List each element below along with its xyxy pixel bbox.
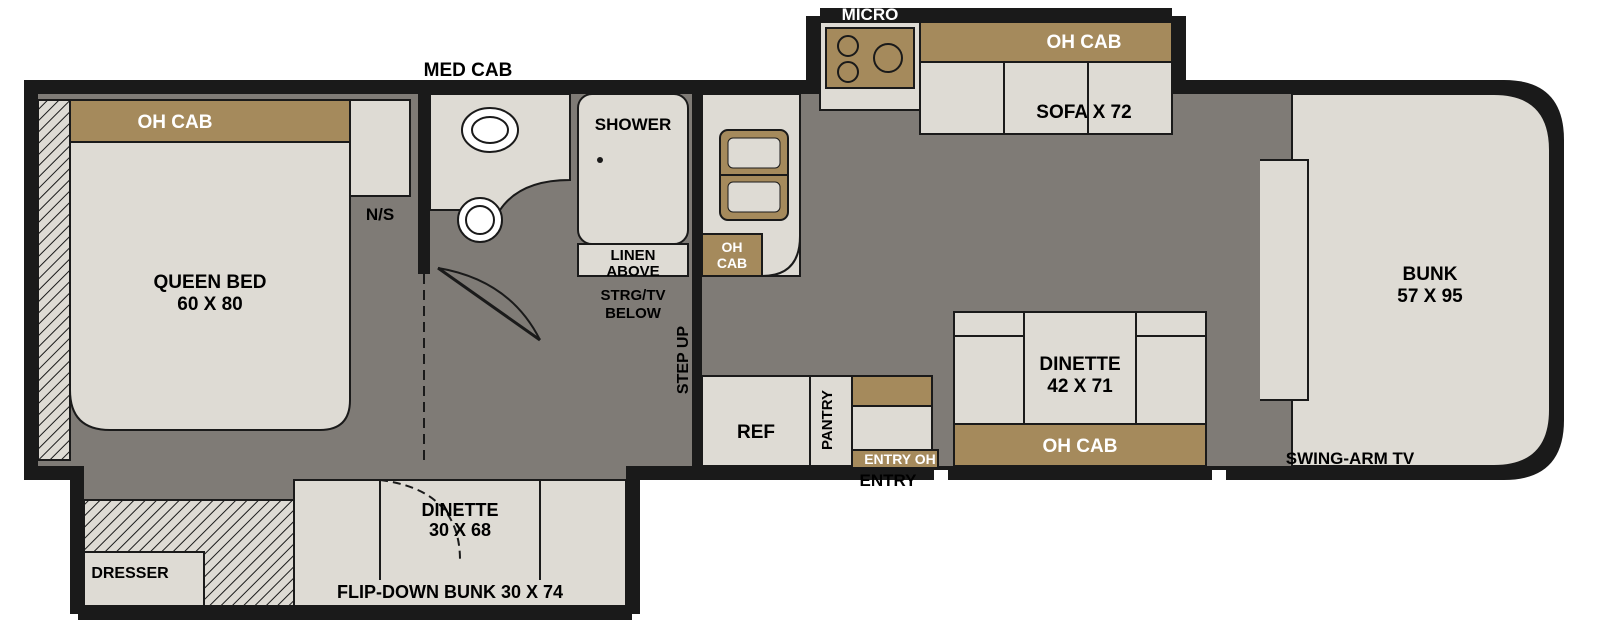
rv-floorplan: OH CAB QUEEN BED 60 X 80 N/S MED CAB SHO…: [0, 0, 1600, 633]
toilet: [462, 108, 518, 152]
refrigerator: [702, 376, 810, 466]
entry-label: ENTRY: [860, 471, 918, 490]
entry-oh-label: ENTRY OH: [864, 451, 936, 467]
ns-label: N/S: [366, 205, 394, 224]
flip-bunk-label: FLIP-DOWN BUNK 30 X 74: [337, 582, 563, 602]
oh-cab-kitchen-label-2: CAB: [717, 255, 747, 271]
strg-label-2: BELOW: [605, 305, 662, 322]
dresser-label: DRESSER: [91, 565, 169, 582]
step-up-label: STEP UP: [675, 326, 692, 395]
pantry-label: PANTRY: [819, 390, 836, 450]
linen-label-2: ABOVE: [606, 263, 659, 280]
linen-label-1: LINEN: [611, 247, 656, 264]
med-cab-label: MED CAB: [424, 60, 513, 81]
nightstand: [350, 100, 410, 196]
oh-cab-sofa-label: OH CAB: [1047, 32, 1122, 53]
sofa: [920, 62, 1172, 134]
queen-bed-label: QUEEN BED: [154, 272, 267, 293]
dinette2-label: DINETTE: [421, 500, 498, 520]
dinette-main-dim: 42 X 71: [1047, 376, 1113, 397]
dinette-main-label: DINETTE: [1039, 354, 1120, 375]
ref-label: REF: [737, 422, 775, 443]
bath-sink: [458, 198, 502, 242]
queen-bed-dim: 60 X 80: [177, 294, 243, 315]
bedroom-wall: [418, 94, 430, 274]
shower-label: SHOWER: [595, 115, 672, 134]
oh-cab-bed-label: OH CAB: [138, 112, 213, 133]
mid-wall: [692, 94, 702, 466]
sofa-label: SOFA X 72: [1036, 102, 1131, 123]
bunk-label: BUNK: [1403, 264, 1458, 285]
queen-bed: [70, 100, 350, 430]
micro-label: MICRO: [842, 5, 899, 24]
oh-cab-dinette-label: OH CAB: [1043, 436, 1118, 457]
bunk-dim: 57 X 95: [1397, 286, 1463, 307]
strg-label-1: STRG/TV: [600, 287, 665, 304]
rear-window: [38, 100, 70, 460]
swing-arm-label: SWING-ARM TV: [1286, 449, 1415, 468]
oh-cab-kitchen-label-1: OH: [722, 239, 743, 255]
dinette2-dim: 30 X 68: [429, 520, 491, 540]
